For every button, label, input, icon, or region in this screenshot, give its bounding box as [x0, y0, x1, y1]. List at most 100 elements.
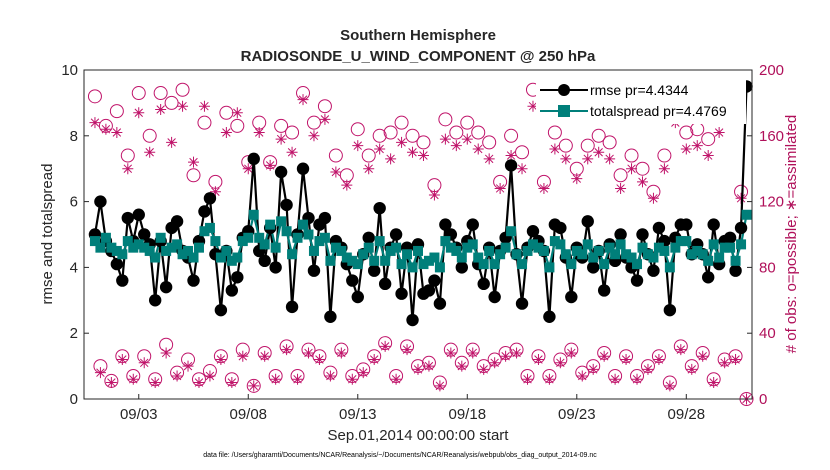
rmse-point	[132, 208, 145, 221]
totalspread-point	[506, 226, 517, 237]
possible-point	[460, 115, 475, 130]
totalspread-point	[429, 252, 440, 263]
totalspread-point	[133, 239, 144, 250]
assimilated-point	[396, 136, 408, 148]
assimilated-point	[204, 370, 216, 382]
assimilated-point	[423, 360, 435, 372]
possible-point	[558, 138, 573, 153]
totalspread-point	[298, 219, 309, 230]
totalspread-point	[319, 232, 330, 243]
assimilated-point	[527, 100, 539, 112]
totalspread-point	[440, 236, 451, 247]
assimilated-point	[209, 186, 221, 198]
assimilated-point	[412, 363, 424, 375]
rmse-point	[680, 218, 693, 231]
rmse-point	[318, 211, 332, 225]
assimilated-point	[390, 373, 402, 385]
assimilated-point	[352, 140, 364, 152]
totalspread-point	[106, 242, 117, 253]
y-left-tick-label: 4	[70, 259, 78, 276]
rmse-point	[296, 162, 310, 175]
assimilated-point	[138, 357, 150, 369]
rmse-point	[723, 231, 737, 244]
legend-totalspread-marker	[558, 105, 570, 117]
assimilated-point	[658, 163, 670, 175]
totalspread-point	[741, 209, 752, 220]
assimilated-point	[543, 373, 555, 385]
rmse-point	[203, 192, 217, 205]
assimilated-point	[215, 354, 227, 366]
y-left-tick-label: 10	[61, 62, 78, 79]
totalspread-point	[204, 222, 215, 233]
rmse-point	[94, 195, 107, 208]
assimilated-point	[166, 136, 178, 148]
assimilated-point	[198, 100, 210, 112]
assimilated-point	[522, 373, 534, 385]
y-axis-right-label: # of obs: o=possible; ∗=assimilated	[783, 115, 800, 354]
totalspread-point	[287, 249, 298, 260]
totalspread-point	[161, 245, 172, 256]
totalspread-point	[243, 232, 254, 243]
assimilated-point	[292, 373, 304, 385]
y-left-tick-label: 6	[70, 194, 78, 211]
x-tick-label: 09/03	[120, 406, 158, 423]
assimilated-series	[89, 94, 753, 405]
totalspread-point	[270, 242, 281, 253]
assimilated-point	[286, 146, 298, 158]
assimilated-point	[193, 377, 205, 389]
assimilated-point	[587, 363, 599, 375]
legend-rmse-marker	[558, 84, 570, 96]
assimilated-point	[281, 344, 293, 356]
possible-point	[471, 125, 486, 140]
rmse-point	[373, 201, 386, 215]
assimilated-point	[500, 350, 512, 362]
assimilated-point	[346, 373, 358, 385]
assimilated-point	[511, 347, 523, 359]
assimilated-point	[571, 173, 583, 185]
possible-point	[120, 148, 135, 163]
rmse-point	[466, 218, 479, 231]
totalspread-point	[391, 242, 402, 253]
totalspread-point	[128, 242, 139, 253]
possible-point	[164, 95, 179, 110]
possible-point	[679, 125, 694, 140]
assimilated-point	[155, 103, 167, 115]
totalspread-point	[248, 209, 259, 220]
totalspread-point	[626, 252, 637, 263]
rmse-point	[439, 218, 452, 231]
rmse-point	[663, 303, 677, 317]
possible-point	[350, 122, 365, 137]
rmse-point	[362, 231, 375, 244]
assimilated-point	[401, 344, 413, 356]
assimilated-point	[702, 150, 714, 162]
possible-point	[482, 135, 497, 150]
totalspread-point	[703, 255, 714, 266]
assimilated-point	[324, 370, 336, 382]
rmse-point	[504, 159, 518, 172]
assimilated-point	[494, 182, 506, 194]
assimilated-point	[149, 377, 161, 389]
totalspread-point	[642, 249, 653, 260]
assimilated-point	[270, 373, 282, 385]
rmse-point	[138, 228, 151, 241]
totalspread-point	[478, 259, 489, 270]
totalspread-point	[653, 242, 664, 253]
totalspread-point	[599, 259, 610, 270]
assimilated-point	[642, 363, 654, 375]
rmse-point	[170, 215, 184, 228]
assimilated-point	[730, 354, 742, 366]
totalspread-point	[172, 239, 183, 250]
y-axis-left-label: rmse and totalspread	[39, 164, 56, 305]
assimilated-point	[330, 166, 342, 178]
possible-point	[690, 122, 705, 137]
possible-point	[635, 161, 650, 176]
totalspread-point	[89, 236, 100, 247]
totalspread-point	[621, 249, 632, 260]
assimilated-point	[719, 357, 731, 369]
y-right-tick-label: 120	[759, 194, 784, 211]
totalspread-point	[467, 239, 478, 250]
rmse-point	[565, 290, 578, 304]
assimilated-point	[647, 192, 659, 204]
totalspread-point	[117, 249, 128, 260]
totalspread-point	[308, 245, 319, 256]
